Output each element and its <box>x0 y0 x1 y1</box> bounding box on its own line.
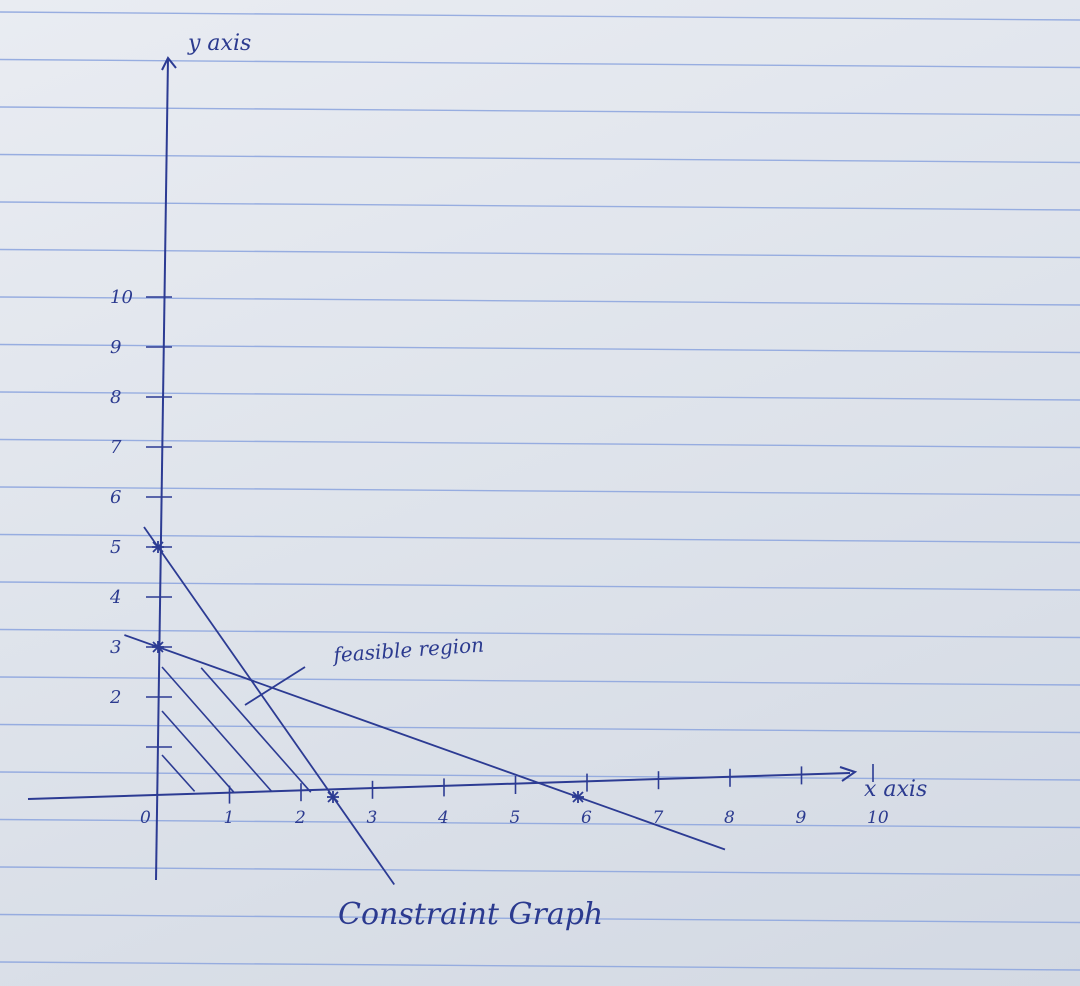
paper-rule <box>0 581 1080 591</box>
marked-points <box>152 541 584 803</box>
marked-point <box>572 791 584 803</box>
y-tick-label: 6 <box>110 487 121 508</box>
paper-rule <box>0 438 1080 449</box>
ticks <box>146 296 874 804</box>
paper-rule <box>0 486 1080 496</box>
feasible-region-hatch <box>161 666 312 793</box>
paper-rule <box>0 961 1080 971</box>
paper-rule <box>0 153 1080 164</box>
y-tick-label: 9 <box>110 337 121 358</box>
y-tick-label: 3 <box>110 637 121 658</box>
x-tick-label: 9 <box>796 808 807 828</box>
paper-rule <box>0 676 1080 686</box>
paper-rule <box>0 533 1080 544</box>
paper-rule <box>0 106 1080 116</box>
paper-rule <box>0 58 1080 69</box>
y-axis-arrow <box>161 56 177 71</box>
paper-rule <box>0 723 1080 734</box>
paper-rule <box>0 343 1080 354</box>
x-tick-label: 1 <box>224 808 235 828</box>
annotation-pointer <box>244 666 306 706</box>
paper-rules <box>0 11 1080 971</box>
y-tick-label: 2 <box>109 687 121 708</box>
x-tick-label: 5 <box>510 808 521 828</box>
x-tick-label: 2 <box>294 808 306 828</box>
constraint-lines <box>124 526 726 886</box>
paper-rule <box>0 913 1080 924</box>
x-tick-label: 8 <box>724 808 735 828</box>
x-axis-line <box>27 772 851 800</box>
x-tick-label: 3 <box>367 808 378 828</box>
y-tick-label: 7 <box>110 437 122 458</box>
axes <box>27 56 858 881</box>
hatch-line <box>161 710 235 793</box>
x-tick-label: 4 <box>437 808 449 828</box>
paper-rule <box>0 11 1080 21</box>
x-tick-label: 7 <box>653 808 664 828</box>
x-tick-label: 0 <box>140 808 151 828</box>
x-tick-label: 6 <box>581 808 592 828</box>
marked-point <box>327 791 339 803</box>
paper-rule <box>0 296 1080 306</box>
y-tick-label: 10 <box>110 287 133 308</box>
paper-rule <box>0 201 1080 211</box>
x-axis-arrow <box>839 766 858 782</box>
y-tick-label: 5 <box>110 537 121 558</box>
y-axis-label: y axis <box>187 31 251 56</box>
paper-rule <box>0 628 1080 639</box>
hatch-line <box>161 754 196 792</box>
annotation-label: feasible region <box>331 633 485 668</box>
paper-rule <box>0 866 1080 876</box>
y-tick-label: 4 <box>109 587 121 608</box>
x-tick-label: 10 <box>867 808 889 828</box>
hatch-line <box>161 666 273 792</box>
y-tick-label: 8 <box>110 387 121 408</box>
x-axis-label: x axis <box>864 777 927 802</box>
chart-title: Constraint Graph <box>338 897 603 932</box>
labels: 0 1 2 3 4 5 6 7 8 9 10 2 3 4 5 6 7 8 9 10 <box>109 287 889 828</box>
constraint-line-1 <box>143 526 395 886</box>
y-axis-line <box>155 57 169 881</box>
paper-rule <box>0 771 1080 781</box>
constraint-line-2 <box>124 634 726 851</box>
paper-rule <box>0 391 1080 401</box>
hatch-line <box>200 667 312 793</box>
paper-rule <box>0 248 1080 259</box>
paper-rule <box>0 818 1080 829</box>
